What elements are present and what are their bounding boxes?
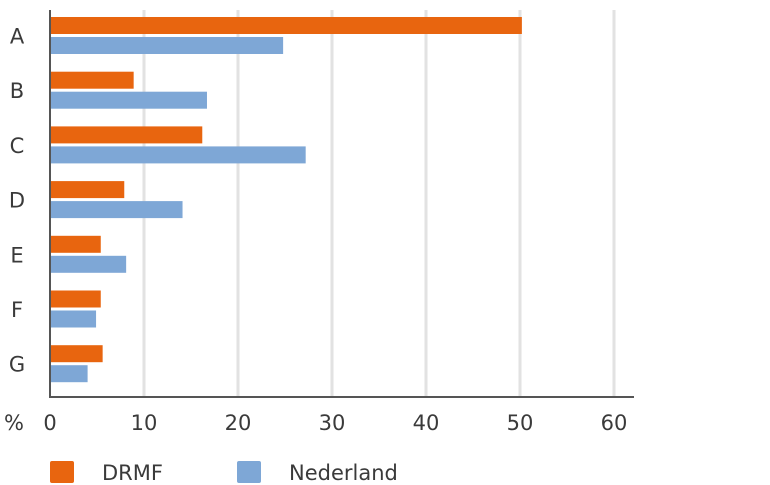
bars bbox=[50, 17, 522, 383]
category-label-f: F bbox=[11, 298, 23, 322]
category-label-a: A bbox=[10, 25, 25, 49]
bar-drmf-a bbox=[50, 17, 522, 34]
bar-drmf-f bbox=[50, 290, 101, 308]
x-tick-label: 60 bbox=[601, 411, 628, 435]
legend: DRMF Nederland bbox=[50, 461, 398, 485]
x-tick-label: 30 bbox=[319, 411, 346, 435]
x-tick-label: 10 bbox=[131, 411, 158, 435]
axes bbox=[49, 10, 634, 398]
bar-nederland-g bbox=[50, 365, 88, 383]
bar-drmf-c bbox=[50, 126, 203, 144]
bar-nederland-f bbox=[50, 310, 97, 328]
x-tick-label: 0 bbox=[43, 411, 56, 435]
category-label-g: G bbox=[9, 353, 25, 377]
legend-swatch-nederland bbox=[237, 461, 261, 483]
bar-drmf-g bbox=[50, 345, 103, 363]
category-label-e: E bbox=[10, 243, 23, 267]
bar-drmf-d bbox=[50, 181, 125, 199]
x-unit-label: % bbox=[4, 411, 24, 435]
x-tick-label: 40 bbox=[413, 411, 440, 435]
category-label-c: C bbox=[10, 134, 25, 158]
labels: 0 10 20 30 40 50 60% A B C D E F G bbox=[4, 25, 627, 436]
bar-nederland-b bbox=[50, 91, 207, 109]
bar-drmf-b bbox=[50, 71, 134, 89]
legend-label-drmf: DRMF bbox=[102, 461, 163, 485]
bar-drmf-e bbox=[50, 235, 101, 253]
bar-nederland-c bbox=[50, 146, 306, 164]
bar-nederland-e bbox=[50, 255, 127, 273]
bar-nederland-a bbox=[50, 37, 284, 54]
legend-swatch-drmf bbox=[50, 461, 74, 483]
x-tick-label: 20 bbox=[225, 411, 252, 435]
legend-label-nederland: Nederland bbox=[289, 461, 398, 485]
bar-nederland-d bbox=[50, 201, 183, 219]
category-label-b: B bbox=[10, 79, 24, 103]
x-tick-label: 50 bbox=[507, 411, 534, 435]
gridlines bbox=[142, 10, 616, 397]
category-label-d: D bbox=[9, 189, 25, 213]
